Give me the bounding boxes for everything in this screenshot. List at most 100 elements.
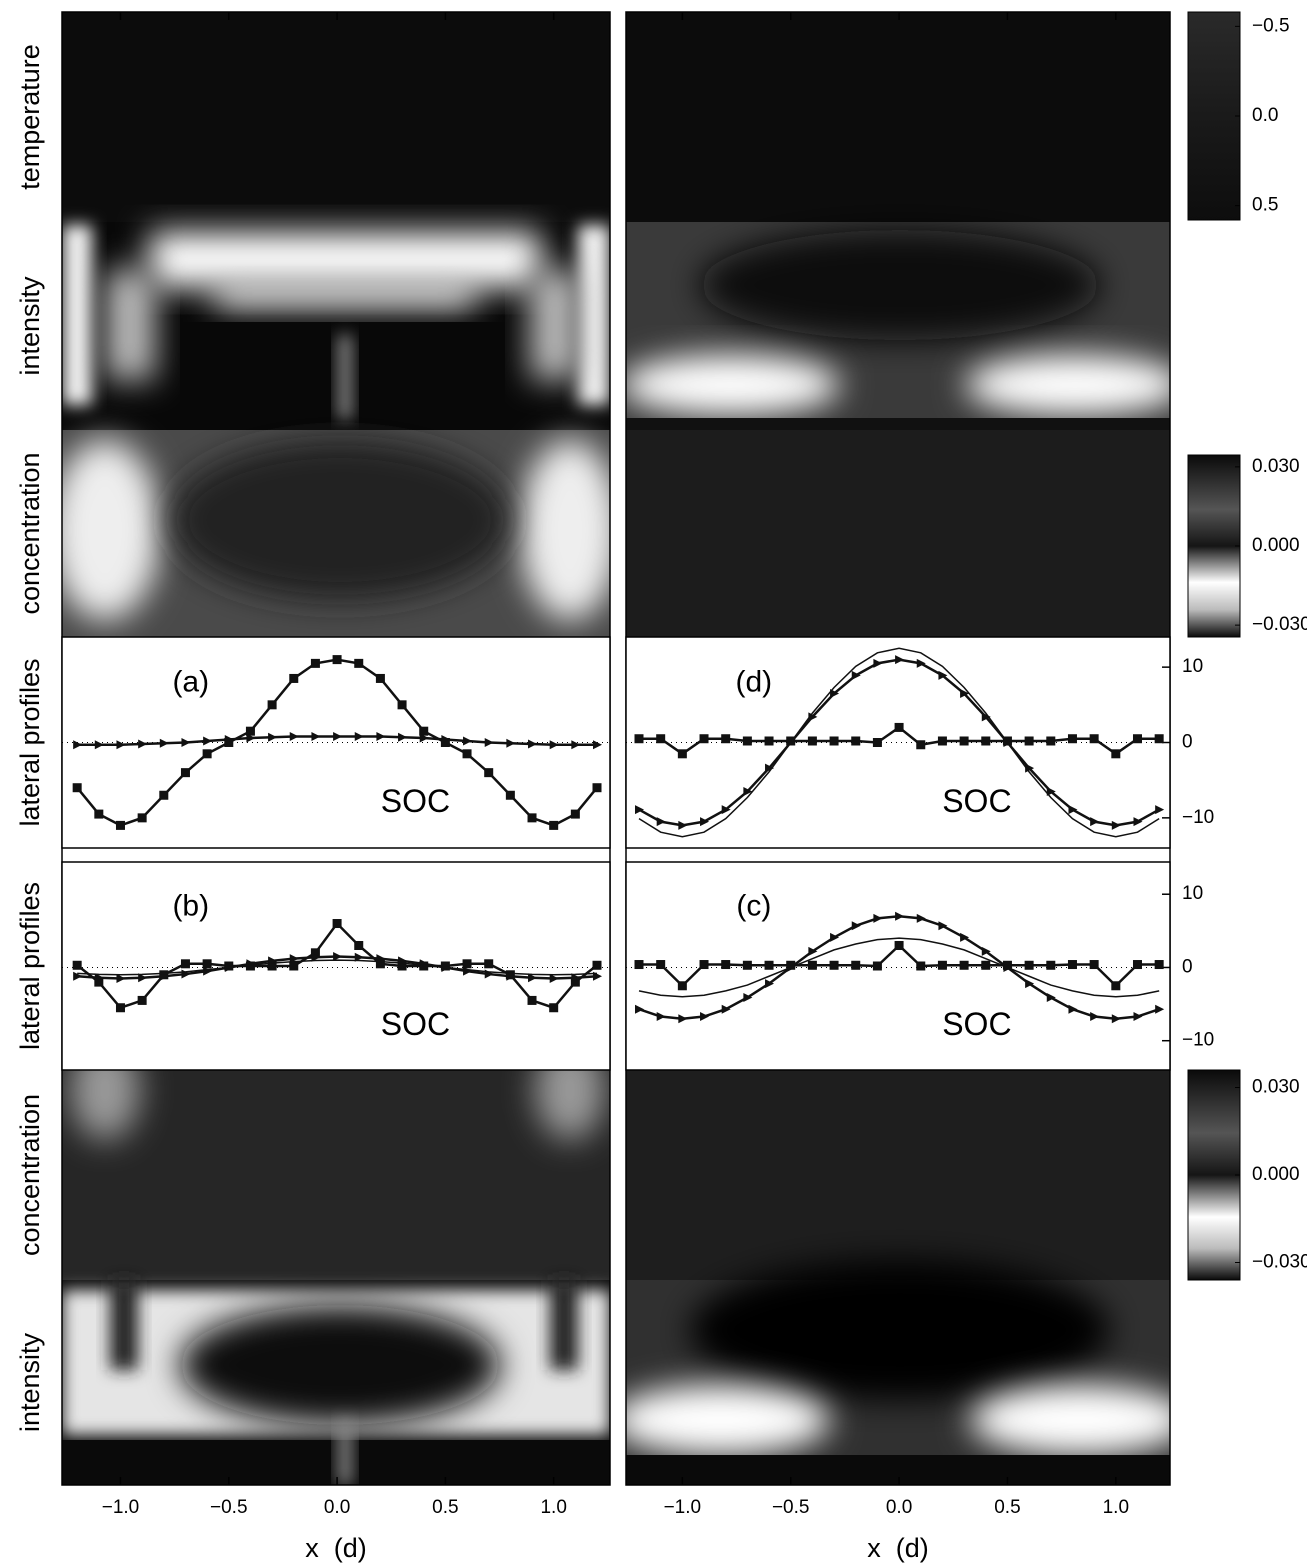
square-marker [332, 919, 342, 929]
square-marker [959, 960, 969, 970]
square-marker [916, 740, 926, 750]
row-label: concentration [15, 452, 45, 614]
square-marker [872, 961, 882, 971]
square-marker [549, 820, 559, 830]
square-marker [419, 726, 429, 736]
x-tick-label: −0.5 [772, 1497, 810, 1518]
square-marker [1111, 749, 1121, 759]
triangle-marker [463, 736, 473, 746]
triangle-marker [1090, 817, 1100, 827]
square-marker [462, 959, 472, 969]
colorbar-tick-label: 0.000 [1252, 1164, 1300, 1185]
square-marker [1024, 736, 1034, 746]
triangle-marker [73, 971, 83, 981]
colorbar-tick-label: 0.030 [1252, 1077, 1300, 1098]
square-marker [159, 790, 169, 800]
square-marker [1089, 960, 1099, 970]
x-axis-label: x (d) [867, 1533, 929, 1563]
triangle-marker [916, 913, 926, 923]
square-marker [764, 736, 774, 746]
triangle-marker [159, 738, 169, 748]
square-marker [807, 736, 817, 746]
triangle-marker [1046, 992, 1056, 1002]
square-marker [721, 734, 731, 744]
triangle-marker [851, 921, 861, 931]
square-marker [592, 783, 602, 793]
square-marker [1154, 960, 1164, 970]
triangle-marker [743, 992, 753, 1002]
triangle-marker [678, 820, 688, 830]
square-marker [894, 940, 904, 950]
square-marker [484, 959, 494, 969]
panel-annotation: (c) [736, 890, 771, 923]
triangle-marker [938, 670, 948, 680]
profile-panel: 10 0 −10 (c) SOC [625, 861, 1214, 1071]
square-marker [310, 658, 320, 668]
y-tick-label: −10 [1182, 1030, 1214, 1051]
triangle-marker [873, 658, 883, 668]
square-marker [677, 749, 687, 759]
triangle-marker [1133, 817, 1143, 827]
colorbar-tick-label: 0.030 [1252, 456, 1300, 477]
triangle-marker [419, 959, 429, 969]
colorbar-tick-label: −0.5 [1252, 15, 1290, 36]
triangle-marker [506, 971, 516, 981]
triangle-marker [1111, 1014, 1121, 1024]
triangle-marker [376, 731, 386, 741]
square-marker [742, 736, 752, 746]
square-marker [1067, 960, 1077, 970]
series-line [77, 959, 598, 976]
square-marker [94, 977, 104, 987]
triangle-marker [181, 738, 191, 747]
x-tick-label: 1.0 [540, 1497, 566, 1518]
triangle-marker [808, 946, 818, 956]
row-label: intensity [15, 1332, 45, 1432]
square-marker [699, 960, 709, 970]
square-marker [1154, 734, 1164, 744]
square-marker [332, 655, 342, 665]
square-marker [397, 961, 407, 971]
colorbar [1187, 454, 1241, 638]
x-tick-label: 0.5 [432, 1497, 458, 1518]
row-label: temperature [15, 44, 45, 190]
triangle-marker [506, 738, 516, 748]
panel-annotation: (a) [172, 665, 209, 698]
panel-label: SOC [381, 783, 450, 819]
square-marker [959, 736, 969, 746]
square-marker [570, 977, 580, 987]
square-marker [72, 960, 82, 970]
colorbar-tick-label: −0.030 [1252, 1252, 1307, 1273]
triangle-marker [721, 805, 731, 815]
square-marker [937, 960, 947, 970]
triangle-marker [873, 913, 883, 923]
triangle-marker [398, 732, 408, 742]
triangle-marker [830, 689, 840, 699]
square-marker [180, 959, 190, 969]
square-marker [1067, 734, 1077, 744]
triangle-marker [116, 740, 126, 750]
triangle-marker [700, 1012, 710, 1022]
square-marker [137, 995, 147, 1005]
triangle-marker [1068, 805, 1078, 815]
panel-annotation: (d) [736, 665, 773, 698]
square-marker [354, 658, 364, 668]
square-marker [570, 809, 580, 819]
triangle-marker [203, 966, 213, 976]
row-label: lateral profiles [15, 882, 45, 1050]
square-marker [981, 960, 991, 970]
square-marker [872, 738, 882, 747]
panel-label: SOC [942, 1006, 1011, 1042]
x-tick-label: 0.0 [324, 1497, 350, 1518]
y-tick-label: 0 [1182, 732, 1193, 753]
square-marker [354, 940, 364, 950]
square-marker [527, 995, 537, 1005]
plot-area [625, 861, 1171, 1071]
triangle-marker [1025, 979, 1035, 989]
triangle-marker [138, 973, 148, 983]
colorbar-tick-label: −0.030 [1252, 614, 1307, 635]
triangle-marker [938, 921, 948, 931]
triangle-marker [960, 689, 970, 699]
square-marker [851, 960, 861, 970]
triangle-marker [138, 739, 148, 749]
triangle-marker [419, 733, 429, 743]
